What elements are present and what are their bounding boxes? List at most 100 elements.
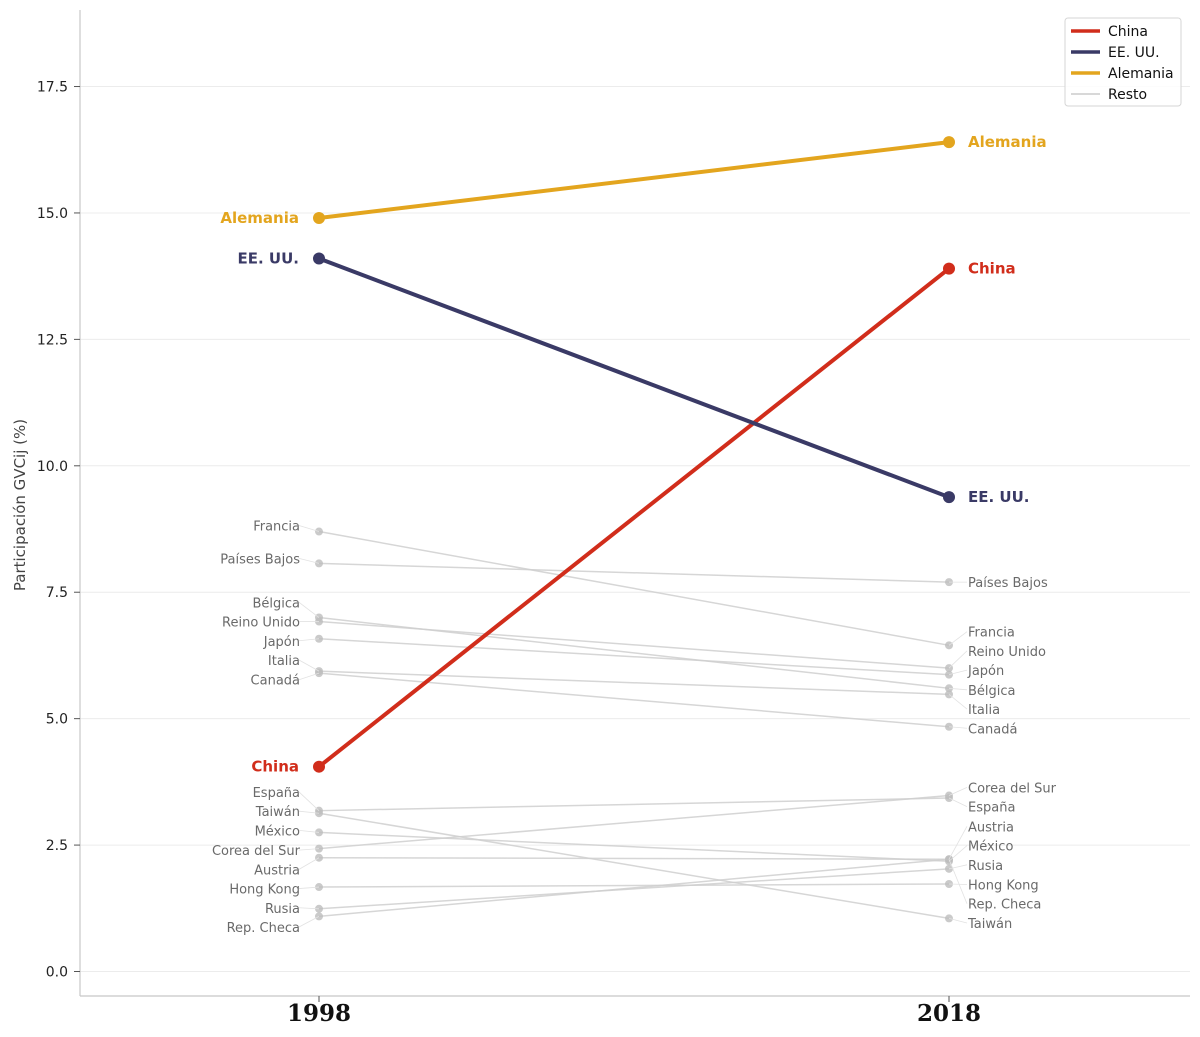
right-connector-corea-del-sur: [948, 787, 968, 796]
right-connector-canada: [948, 726, 968, 729]
left-connector-austria: [298, 857, 320, 870]
right-label-canada: Canadá: [968, 722, 1017, 737]
right-connector-taiwan: [948, 918, 968, 924]
right-connector-rep-checa: [948, 859, 968, 904]
left-connector-italia: [298, 659, 320, 672]
right-label-rusia: Rusia: [968, 859, 1003, 874]
left-connector-espana: [298, 791, 320, 811]
left-connector-canada: [298, 672, 320, 681]
left-label-reino-unido: Reino Unido: [222, 616, 300, 631]
y-tick-label-6: 15.0: [37, 206, 68, 222]
legend-label-alemania: Alemania: [1108, 66, 1174, 82]
label-alemania-1998: Alemania: [220, 209, 299, 227]
legend-box: [1064, 17, 1182, 107]
left-label-espana: España: [253, 786, 300, 801]
y-tick-label-3: 7.5: [46, 585, 68, 601]
right-connector-francia: [948, 631, 968, 646]
rest-line-rusia: [318, 868, 950, 910]
label-ee-uu-2018: EE. UU.: [968, 488, 1029, 506]
y-tick-label-5: 12.5: [37, 332, 68, 348]
label-china-2018: China: [968, 260, 1016, 278]
right-connector-reino-unido: [948, 650, 968, 669]
left-label-austria: Austria: [254, 863, 300, 878]
left-label-hong-kong: Hong Kong: [229, 883, 300, 898]
series-point-ee-uu-1998: [313, 252, 325, 265]
right-connector-hong-kong: [948, 883, 968, 885]
y-tick-label-7: 17.5: [37, 80, 68, 96]
label-alemania-2018: Alemania: [968, 133, 1047, 151]
axes: [79, 10, 1190, 997]
y-tick-labels: 0.0 2.5 5.0 7.5 10.0 12.5 15.0 17.5: [37, 80, 80, 981]
right-label-hong-kong: Hong Kong: [968, 879, 1039, 894]
right-connector-belgica: [948, 687, 968, 691]
series-point-ee-uu-2018: [943, 491, 955, 504]
rest-line-taiwan: [318, 812, 950, 920]
left-label-belgica: Bélgica: [252, 596, 300, 611]
right-connector-italia: [948, 694, 968, 710]
series-point-china-1998: [313, 760, 325, 773]
rest-line-corea-del-sur: [318, 794, 950, 850]
y-axis-label: Participación GVCij (%): [11, 419, 29, 591]
highlight-series: [313, 136, 955, 773]
rest-line-francia: [318, 530, 950, 647]
left-label-canada: Canadá: [251, 674, 300, 689]
left-label-francia: Francia: [253, 519, 300, 534]
label-china-1998: China: [251, 758, 299, 776]
right-label-rep-checa: Rep. Checa: [968, 898, 1041, 913]
legend-label-china: China: [1108, 24, 1148, 40]
right-connector-austria: [948, 826, 968, 860]
right-connector-espana: [948, 797, 968, 808]
left-connector-taiwan: [298, 810, 320, 814]
label-ee-uu-1998: EE. UU.: [238, 249, 299, 267]
rest-line-austria: [318, 856, 950, 860]
legend: China EE. UU. Alemania Resto: [1064, 17, 1182, 107]
right-connector-mexico: [948, 845, 968, 862]
rest-line-paises-bajos: [318, 562, 950, 583]
left-label-italia: Italia: [268, 654, 300, 669]
left-label-paises-bajos: Países Bajos: [220, 552, 300, 567]
x-tick-label-2018: 2018: [917, 1000, 981, 1027]
left-connector-belgica: [298, 602, 320, 618]
left-label-rusia: Rusia: [265, 902, 300, 917]
series-point-china-2018: [943, 262, 955, 275]
right-label-corea-del-sur: Corea del Sur: [968, 781, 1057, 796]
right-label-espana: España: [968, 801, 1015, 816]
left-label-rep-checa: Rep. Checa: [227, 921, 300, 936]
right-label-japon: Japón: [967, 664, 1004, 679]
right-connector-rusia: [948, 864, 968, 870]
left-label-taiwan: Taiwán: [255, 805, 300, 820]
legend-label-resto: Resto: [1108, 87, 1147, 103]
series-line-china: [317, 266, 951, 769]
x-tick-labels: 1998 2018: [287, 996, 981, 1027]
left-connector-paises-bajos: [298, 557, 320, 564]
left-connector-rep-checa: [298, 916, 320, 928]
right-label-austria: Austria: [968, 820, 1014, 835]
left-connector-rusia: [298, 907, 320, 910]
series-line-alemania: [317, 140, 951, 221]
rest-line-mexico: [318, 831, 950, 863]
rest-line-japon: [318, 638, 950, 676]
rest-line-espana: [318, 797, 950, 812]
left-connector-japon: [298, 638, 320, 642]
left-label-corea-del-sur: Corea del Sur: [212, 844, 301, 859]
rest-series: [315, 527, 953, 923]
y-tick-label-1: 2.5: [46, 838, 68, 854]
rest-line-reino-unido: [318, 620, 950, 669]
x-tick-label-1998: 1998: [287, 1000, 351, 1027]
left-connector-corea-del-sur: [298, 848, 320, 851]
y-tick-label-4: 10.0: [37, 459, 68, 475]
right-label-italia: Italia: [968, 703, 1000, 718]
left-label-mexico: México: [255, 824, 300, 839]
series-point-alemania-1998: [313, 212, 325, 225]
right-label-reino-unido: Reino Unido: [968, 645, 1046, 660]
right-label-paises-bajos: Países Bajos: [968, 576, 1048, 591]
right-label-taiwan: Taiwán: [967, 917, 1012, 932]
rest-line-italia: [318, 670, 950, 696]
y-tick-label-2: 5.0: [46, 712, 68, 728]
left-label-japon: Japón: [263, 635, 300, 650]
left-connector-hong-kong: [298, 886, 320, 889]
y-tick-label-0: 0.0: [46, 965, 68, 981]
series-line-ee-uu: [317, 256, 951, 500]
right-label-francia: Francia: [968, 626, 1015, 641]
rest-line-rep-checa: [318, 858, 950, 918]
